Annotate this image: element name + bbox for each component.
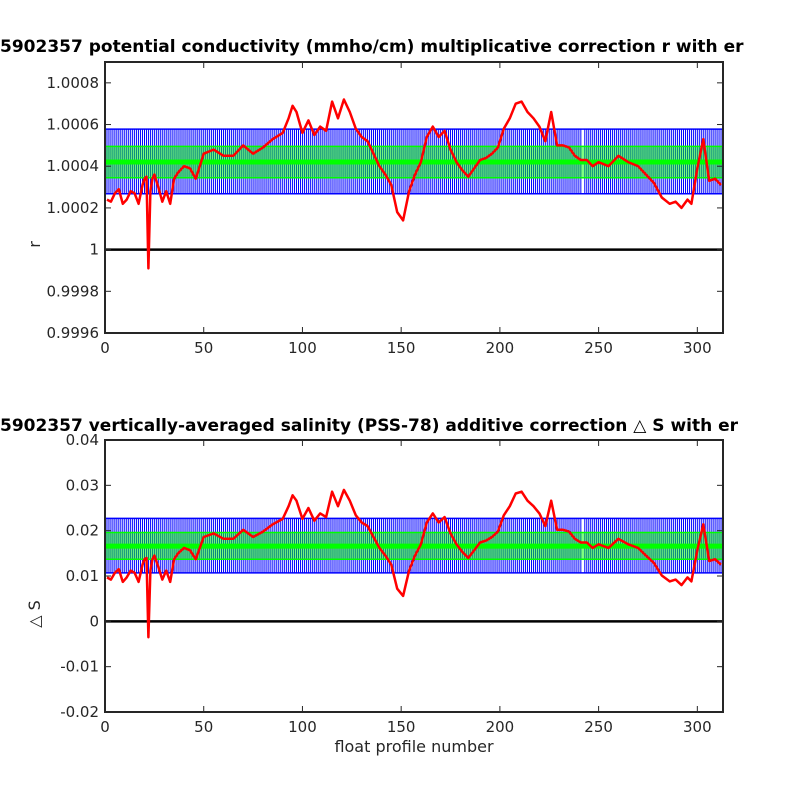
plot-background xyxy=(105,440,723,712)
y-axis-label: △ S xyxy=(25,600,44,628)
x-tick-label: 250 xyxy=(584,339,613,357)
y-tick-label: 1.0006 xyxy=(47,116,100,134)
x-tick-label: 200 xyxy=(486,339,515,357)
x-tick-label: 200 xyxy=(486,718,515,736)
x-tick-label: 250 xyxy=(584,718,613,736)
x-tick-label: 100 xyxy=(288,339,317,357)
x-tick-label: 150 xyxy=(387,339,416,357)
x-tick-label: 50 xyxy=(194,718,213,736)
y-axis-label: r xyxy=(25,241,44,248)
y-tick-label: -0.02 xyxy=(60,703,99,721)
y-tick-label: 0.9996 xyxy=(47,324,100,342)
plot-background xyxy=(105,62,723,333)
y-tick-label: 1.0008 xyxy=(47,74,100,92)
y-tick-label: -0.01 xyxy=(60,658,99,676)
x-tick-label: 100 xyxy=(288,718,317,736)
y-tick-label: 1.0002 xyxy=(47,199,100,217)
y-tick-label: 0 xyxy=(89,612,99,630)
x-axis-label: float profile number xyxy=(334,737,494,756)
y-tick-label: 0.01 xyxy=(66,567,99,585)
axes-frame xyxy=(104,61,724,334)
chart-title: 5902357 potential conductivity (mmho/cm)… xyxy=(0,37,744,57)
y-tick-label: 0.03 xyxy=(66,476,99,494)
plot-area xyxy=(105,98,723,270)
x-tick-label: 50 xyxy=(194,339,213,357)
x-tick-label: 300 xyxy=(683,339,712,357)
chart-title: 5902357 vertically-averaged salinity (PS… xyxy=(0,416,739,436)
plot-area xyxy=(105,488,723,639)
y-tick-label: 1 xyxy=(89,241,99,259)
correction-series-line xyxy=(106,98,722,270)
x-tick-label: 0 xyxy=(100,339,110,357)
x-tick-label: 150 xyxy=(387,718,416,736)
x-tick-label: 300 xyxy=(683,718,712,736)
y-tick-label: 1.0004 xyxy=(47,157,100,175)
y-tick-label: 0.04 xyxy=(66,431,99,449)
correction-series-line xyxy=(106,488,722,639)
x-tick-label: 0 xyxy=(100,718,110,736)
y-tick-label: 0.02 xyxy=(66,522,99,540)
conductivity-correction-chart: 0 50 100 150 200 250 300 0.9996 0.9998 1 1.0002 1.0… xyxy=(0,37,744,357)
salinity-correction-chart: 0 50 100 150 200 250 300 -0.02 -0.01 0 0.01 0.02 0.0… xyxy=(0,416,739,756)
y-tick-label: 0.9998 xyxy=(47,282,100,300)
